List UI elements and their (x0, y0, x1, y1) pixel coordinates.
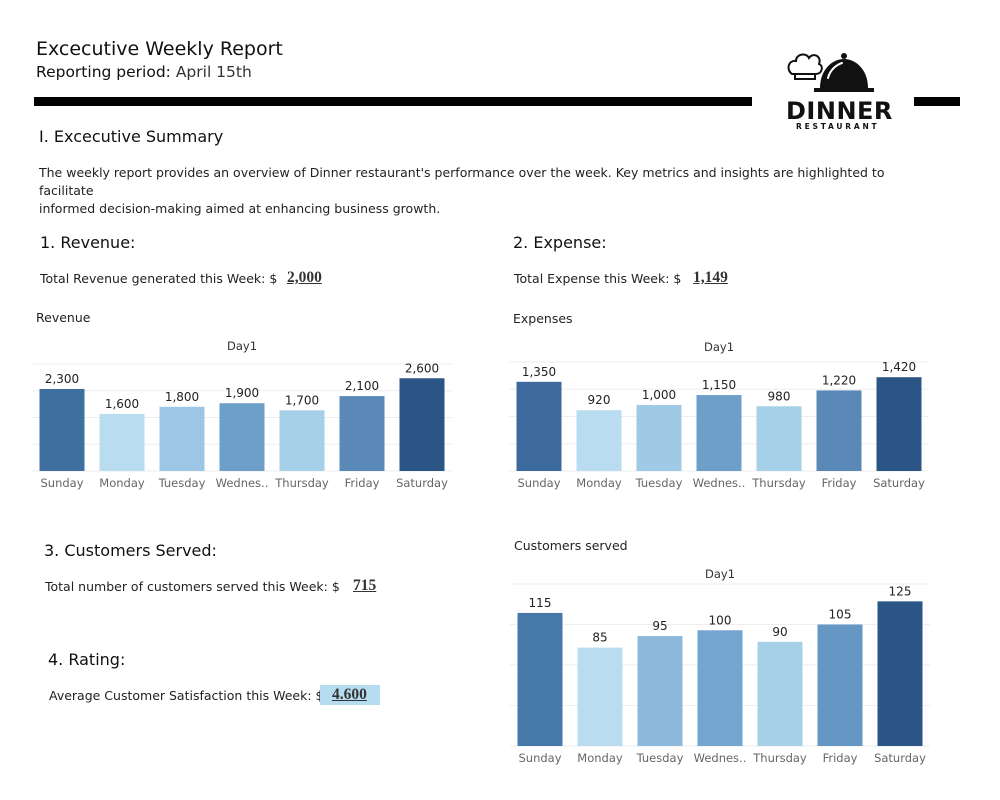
bar-wednes[interactable] (696, 395, 742, 471)
bar-value-label: 125 (889, 584, 912, 598)
logo-subtitle: RESTAURANT (796, 122, 880, 131)
bar-value-label: 980 (768, 389, 791, 403)
category-label: Wednes.. (694, 751, 747, 765)
category-label: Monday (577, 751, 623, 765)
report-title: Excecutive Weekly Report (36, 38, 283, 60)
bar-value-label: 2,100 (345, 379, 379, 393)
bar-value-label: 95 (652, 619, 667, 633)
category-label: Saturday (396, 476, 448, 490)
reporting-period-value: April 15th (175, 63, 252, 81)
category-label: Friday (345, 476, 380, 490)
bar-value-label: 2,600 (405, 361, 439, 375)
reporting-period-label: Reporting period: (36, 63, 171, 81)
category-label: Thursday (751, 476, 806, 490)
chart-title: Day1 (705, 567, 735, 581)
category-label: Sunday (517, 476, 560, 490)
rating-value: 4.600 (332, 686, 367, 703)
bar-saturday[interactable] (877, 601, 923, 746)
bar-thursday[interactable] (757, 641, 803, 746)
customers-chart-caption: Customers served (514, 538, 628, 553)
customers-bar-chart: Day1 115 Sunday 85 Monday 95 Tuesday 100 Wednes.… (510, 567, 930, 765)
bar-friday[interactable] (817, 624, 863, 747)
rating-highlight (320, 685, 380, 705)
revenue-heading: 1. Revenue: (40, 233, 136, 252)
bar-sunday[interactable] (516, 381, 562, 471)
revenue-bar-chart: Day1 2,300 Sunday 1,600 Monday 1,800 Tuesday 1,… (32, 339, 452, 490)
category-label: Tuesday (158, 476, 206, 490)
header-rule-left (34, 97, 752, 106)
bar-value-label: 1,220 (822, 373, 856, 387)
customers-total-value: 715 (353, 577, 377, 594)
bar-thursday[interactable] (279, 410, 325, 471)
chart-title: Day1 (704, 340, 734, 354)
category-label: Tuesday (636, 751, 684, 765)
revenue-chart-caption: Revenue (36, 310, 91, 325)
revenue-total-value: 2,000 (287, 269, 322, 286)
expense-heading: 2. Expense: (513, 233, 607, 252)
bar-value-label: 100 (709, 613, 732, 627)
bar-value-label: 1,700 (285, 393, 319, 407)
category-label: Saturday (873, 476, 925, 490)
bar-sunday[interactable] (517, 612, 563, 746)
bar-friday[interactable] (816, 390, 862, 471)
summary-text-line2: informed decision-making aimed at enhanc… (39, 201, 441, 216)
category-label: Thursday (274, 476, 329, 490)
bar-tuesday[interactable] (159, 406, 205, 471)
bar-value-label: 1,000 (642, 388, 676, 402)
bar-value-label: 1,350 (522, 365, 556, 379)
bar-saturday[interactable] (876, 377, 922, 471)
category-label: Wednes.. (216, 476, 269, 490)
bar-saturday[interactable] (399, 378, 445, 471)
reporting-period: Reporting period: April 15th (36, 63, 252, 81)
chef-hat-cloche-icon (787, 53, 874, 92)
summary-heading: I. Excecutive Summary (39, 127, 224, 146)
expense-total-label: Total Expense this Week: $ (514, 271, 682, 286)
category-label: Monday (99, 476, 145, 490)
summary-text: The weekly report provides an overview o… (39, 164, 939, 218)
bar-value-label: 1,800 (165, 390, 199, 404)
category-label: Sunday (40, 476, 83, 490)
bar-monday[interactable] (577, 647, 623, 746)
bar-value-label: 1,420 (882, 360, 916, 374)
category-label: Wednes.. (693, 476, 746, 490)
summary-text-line1: The weekly report provides an overview o… (39, 165, 885, 198)
category-label: Friday (822, 476, 857, 490)
chart-title: Day1 (227, 339, 257, 353)
revenue-total-label: Total Revenue generated this Week: $ (40, 271, 278, 286)
bar-value-label: 90 (772, 625, 787, 639)
category-label: Thursday (752, 751, 807, 765)
bar-wednes[interactable] (697, 630, 743, 746)
bar-value-label: 1,150 (702, 378, 736, 392)
bar-sunday[interactable] (39, 388, 85, 471)
category-label: Saturday (874, 751, 926, 765)
bar-value-label: 105 (829, 608, 852, 622)
logo-name: DINNER (786, 97, 893, 125)
expense-bar-chart: Day1 1,350 Sunday 920 Monday 1,000 Tuesday 1,15… (509, 340, 929, 490)
rating-label: Average Customer Satisfaction this Week:… (49, 688, 324, 703)
customers-heading: 3. Customers Served: (44, 541, 217, 560)
bar-value-label: 2,300 (45, 372, 79, 386)
bar-tuesday[interactable] (637, 636, 683, 746)
bar-value-label: 1,900 (225, 386, 259, 400)
bar-thursday[interactable] (756, 406, 802, 471)
bar-value-label: 1,600 (105, 397, 139, 411)
bar-value-label: 115 (529, 596, 552, 610)
category-label: Monday (576, 476, 622, 490)
category-label: Sunday (518, 751, 561, 765)
bar-tuesday[interactable] (636, 404, 682, 471)
bar-value-label: 920 (588, 393, 611, 407)
bar-value-label: 85 (592, 631, 607, 645)
rating-heading: 4. Rating: (48, 650, 126, 669)
bar-monday[interactable] (99, 413, 145, 471)
category-label: Tuesday (635, 476, 683, 490)
expense-total-value: 1,149 (693, 269, 728, 286)
expense-chart-caption: Expenses (513, 311, 573, 326)
customers-total-label: Total number of customers served this We… (45, 579, 340, 594)
category-label: Friday (823, 751, 858, 765)
bar-monday[interactable] (576, 410, 622, 471)
header-rule-right (914, 97, 960, 106)
bar-friday[interactable] (339, 396, 385, 471)
bar-wednes[interactable] (219, 403, 265, 471)
